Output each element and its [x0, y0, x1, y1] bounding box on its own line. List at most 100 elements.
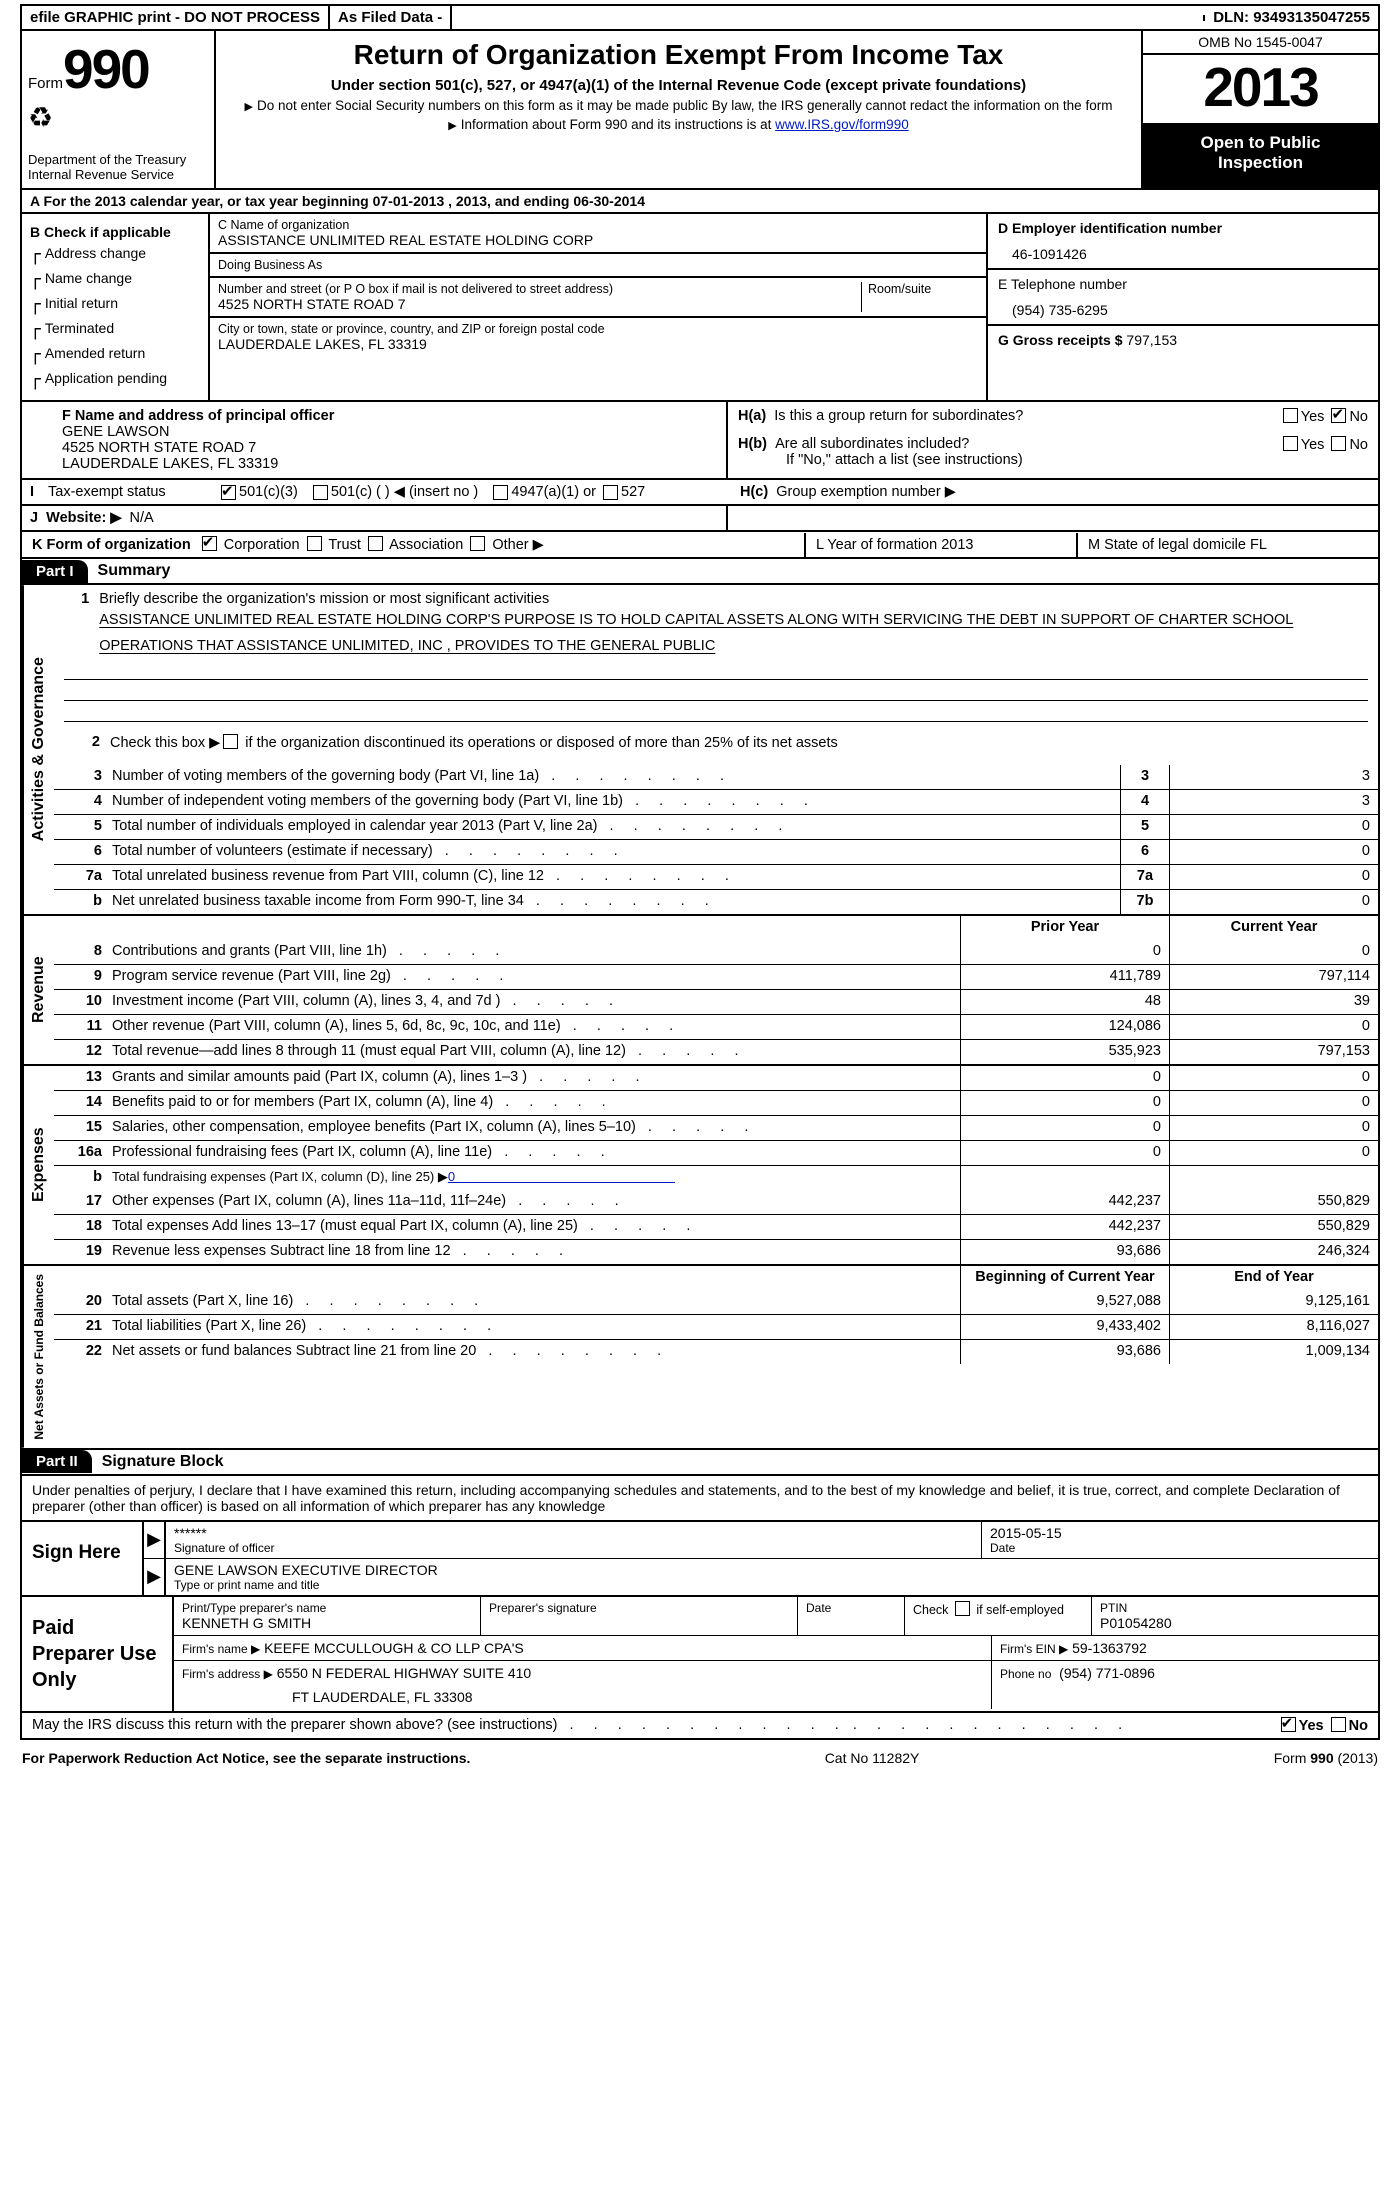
revenue-body: Prior Year Current Year 8 Contributions … — [54, 916, 1378, 1064]
ha-yes-chk[interactable] — [1283, 408, 1298, 423]
opt-4947: 4947(a)(1) or — [511, 484, 596, 500]
open-public-badge: Open to PublicInspection — [1143, 125, 1378, 188]
prior: 48 — [960, 990, 1169, 1014]
line-21: 21 Total liabilities (Part X, line 26) 9… — [54, 1314, 1378, 1339]
hc-cell: H(c) Group exemption number ▶ — [720, 484, 1370, 500]
chk-pending[interactable]: Application pending — [30, 369, 200, 390]
addr-cell: Number and street (or P O box if mail is… — [210, 278, 986, 318]
column-f: F Name and address of principal officer … — [22, 402, 726, 478]
desc: Contributions and grants (Part VIII, lin… — [108, 940, 960, 964]
org-name-cell: C Name of organization ASSISTANCE UNLIMI… — [210, 214, 986, 254]
num: 5 — [54, 815, 108, 839]
paid-preparer-label: Paid Preparer Use Only — [22, 1597, 174, 1711]
chk-other[interactable] — [470, 536, 485, 551]
num: 12 — [54, 1040, 108, 1064]
line-16b: b Total fundraising expenses (Part IX, c… — [54, 1165, 1378, 1190]
line-12: 12 Total revenue—add lines 8 through 11 … — [54, 1039, 1378, 1064]
prior: 9,527,088 — [960, 1290, 1169, 1314]
gov-line-3: 3 Number of voting members of the govern… — [54, 765, 1378, 789]
hb-no-chk[interactable] — [1331, 436, 1346, 451]
officer-name: GENE LAWSON — [32, 424, 716, 440]
prior: 442,237 — [960, 1215, 1169, 1239]
col-b-header: B Check if applicable — [30, 224, 200, 240]
line-11: 11 Other revenue (Part VIII, column (A),… — [54, 1014, 1378, 1039]
current: 550,829 — [1169, 1215, 1378, 1239]
current: 0 — [1169, 1116, 1378, 1140]
chk-501c[interactable] — [313, 485, 328, 500]
num: 18 — [54, 1215, 108, 1239]
current: 550,829 — [1169, 1190, 1378, 1214]
self-emp-cell: Check if self-employed — [905, 1597, 1092, 1635]
box: 5 — [1120, 815, 1169, 839]
chk-assoc[interactable] — [368, 536, 383, 551]
ha-no-chk[interactable] — [1331, 408, 1346, 423]
discuss-no[interactable] — [1331, 1717, 1346, 1732]
header-middle: Return of Organization Exempt From Incom… — [216, 31, 1143, 188]
chk-corp[interactable] — [202, 536, 217, 551]
rev-header-row: Prior Year Current Year — [54, 916, 1378, 940]
chk-discontinued[interactable] — [223, 734, 238, 749]
governance-section: Activities & Governance 1 Briefly descri… — [20, 585, 1380, 916]
prior: 0 — [960, 1116, 1169, 1140]
as-filed-label: As Filed Data - — [330, 6, 452, 29]
chk-address-change[interactable]: Address change — [30, 244, 200, 265]
yes-label: Yes — [1301, 409, 1325, 425]
firm-name-label: Firm's name ▶ — [182, 1642, 260, 1656]
addr-label: Number and street (or P O box if mail is… — [218, 282, 861, 296]
officer-city: LAUDERDALE LAKES, FL 33319 — [32, 456, 716, 472]
hb-label: H(b) — [738, 436, 767, 452]
box: 3 — [1120, 765, 1169, 789]
chk-name-change[interactable]: Name change — [30, 269, 200, 290]
num: 16a — [54, 1141, 108, 1165]
footer-formref: Form 990 (2013) — [1274, 1750, 1378, 1766]
line16b-num: b — [54, 1166, 108, 1190]
row-a-period: A For the 2013 calendar year, or tax yea… — [20, 190, 1380, 214]
perjury-statement: Under penalties of perjury, I declare th… — [22, 1476, 1378, 1522]
line-13: 13 Grants and similar amounts paid (Part… — [54, 1066, 1378, 1090]
part2-title: Signature Block — [92, 1450, 234, 1474]
row-jk: J Website: ▶ N/A — [20, 506, 1380, 532]
line-2: 2 Check this box ▶ if the organization d… — [54, 728, 1378, 765]
form-header: Form990 ♻ Department of the Treasury Int… — [20, 31, 1380, 190]
chk-terminated[interactable]: Terminated — [30, 319, 200, 340]
hb-yes-chk[interactable] — [1283, 436, 1298, 451]
num: 19 — [54, 1240, 108, 1264]
firm-addr-label: Firm's address ▶ — [182, 1667, 273, 1681]
part1-header-row: Part I Summary — [20, 559, 1380, 585]
chk-amended[interactable]: Amended return — [30, 344, 200, 365]
num: 8 — [54, 940, 108, 964]
signature-block: Under penalties of perjury, I declare th… — [20, 1476, 1380, 1713]
side-governance: Activities & Governance — [22, 585, 54, 914]
i-text: Tax-exempt status — [48, 484, 218, 500]
num: 10 — [54, 990, 108, 1014]
opt-501c: 501(c) ( ) ◀ (insert no ) — [331, 484, 478, 500]
line2-text2: if the organization discontinued its ope… — [241, 735, 837, 751]
chk-527[interactable] — [603, 485, 618, 500]
num: 21 — [54, 1315, 108, 1339]
ha-row: H(a) Is this a group return for subordin… — [728, 402, 1378, 430]
firm-ein-label: Firm's EIN ▶ — [1000, 1642, 1068, 1656]
irs-link[interactable]: www.IRS.gov/form990 — [775, 117, 909, 132]
opt-other: Other ▶ — [492, 537, 543, 553]
chk-initial-return[interactable]: Initial return — [30, 294, 200, 315]
prior: 411,789 — [960, 965, 1169, 989]
chk-trust[interactable] — [307, 536, 322, 551]
tax-year: 2013 — [1143, 55, 1378, 125]
desc: Benefits paid to or for members (Part IX… — [108, 1091, 960, 1115]
gross-label: G Gross receipts $ — [998, 332, 1123, 348]
chk-501c3[interactable] — [221, 485, 236, 500]
hdr-eoy: End of Year — [1169, 1266, 1378, 1290]
mission-label: Briefly describe the organization's miss… — [99, 591, 549, 607]
current: 797,114 — [1169, 965, 1378, 989]
ptin-value: P01054280 — [1100, 1615, 1370, 1631]
part1-badge: Part I — [22, 560, 88, 583]
hdr-current-year: Current Year — [1169, 916, 1378, 940]
dln-label: DLN: — [1213, 9, 1249, 26]
chk-self-employed[interactable] — [955, 1601, 970, 1616]
discuss-yes[interactable] — [1281, 1717, 1296, 1732]
box: 6 — [1120, 840, 1169, 864]
prep-right: Print/Type preparer's nameKENNETH G SMIT… — [174, 1597, 1378, 1711]
chk-4947[interactable] — [493, 485, 508, 500]
num: 7a — [54, 865, 108, 889]
room-label: Room/suite — [861, 282, 978, 312]
